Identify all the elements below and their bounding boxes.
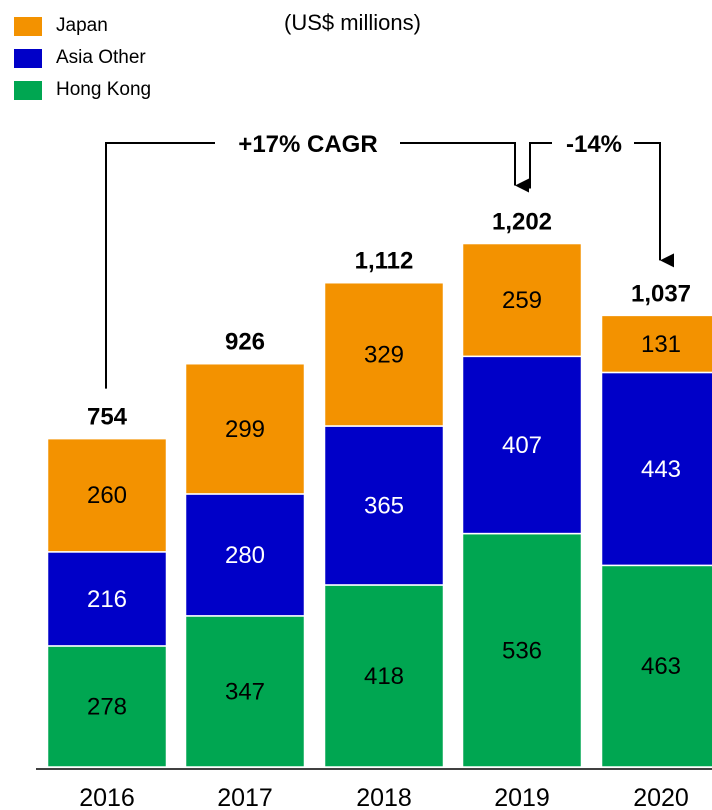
data-label: 260 bbox=[87, 482, 127, 509]
bar-segment bbox=[184, 362, 306, 495]
data-label: 418 bbox=[364, 663, 404, 690]
x-tick-label: 2019 bbox=[494, 784, 550, 810]
bar-segment bbox=[46, 645, 168, 768]
x-tick-label: 2017 bbox=[217, 784, 273, 810]
legend-item: Asia Other bbox=[14, 42, 151, 74]
total-label: 1,202 bbox=[492, 209, 552, 236]
x-tick-label: 2020 bbox=[633, 784, 689, 810]
bar-segment bbox=[323, 281, 445, 427]
legend-label: Japan bbox=[56, 15, 108, 36]
data-label: 463 bbox=[641, 653, 681, 680]
x-tick-label: 2016 bbox=[79, 784, 135, 810]
legend-item: Japan bbox=[14, 10, 151, 42]
legend-swatch bbox=[14, 80, 42, 100]
legend-swatch bbox=[14, 48, 42, 68]
data-label: 216 bbox=[87, 586, 127, 613]
bar-segment bbox=[184, 615, 306, 768]
data-label: 347 bbox=[225, 678, 265, 705]
data-label: 278 bbox=[87, 693, 127, 720]
bar-segment bbox=[46, 437, 168, 553]
bar-segment bbox=[323, 425, 445, 586]
decline-bracket bbox=[529, 142, 660, 260]
legend-item: Hong Kong bbox=[14, 74, 151, 106]
units-label: (US$ millions) bbox=[284, 10, 421, 35]
data-label: 259 bbox=[502, 287, 542, 314]
bar-segment bbox=[461, 532, 583, 768]
data-label: 280 bbox=[225, 542, 265, 569]
decline-annotation: -14% bbox=[566, 131, 622, 158]
legend-swatch bbox=[14, 16, 42, 36]
legend-label: Asia Other bbox=[56, 47, 146, 68]
total-label: 926 bbox=[225, 329, 265, 356]
bar-segment bbox=[461, 242, 583, 358]
total-label: 754 bbox=[87, 404, 128, 431]
cagr-bracket bbox=[105, 142, 515, 389]
total-label: 1,112 bbox=[355, 248, 414, 275]
data-label: 131 bbox=[641, 331, 681, 358]
data-label: 536 bbox=[502, 637, 542, 664]
bar-segment bbox=[323, 584, 445, 768]
data-label: 443 bbox=[641, 456, 681, 483]
x-tick-label: 2018 bbox=[356, 784, 412, 810]
data-label: 329 bbox=[364, 341, 404, 368]
bar-segment bbox=[184, 493, 306, 617]
data-label: 407 bbox=[502, 432, 542, 459]
legend: Japan Asia Other Hong Kong bbox=[14, 10, 151, 106]
data-label: 365 bbox=[364, 492, 404, 519]
data-label: 299 bbox=[225, 416, 265, 443]
bar-segment bbox=[600, 314, 712, 374]
bar-segment bbox=[46, 551, 168, 647]
cagr-annotation: +17% CAGR bbox=[238, 131, 377, 158]
total-label: 1,037 bbox=[631, 280, 691, 307]
legend-label: Hong Kong bbox=[56, 79, 152, 100]
bar-segment bbox=[600, 564, 712, 768]
